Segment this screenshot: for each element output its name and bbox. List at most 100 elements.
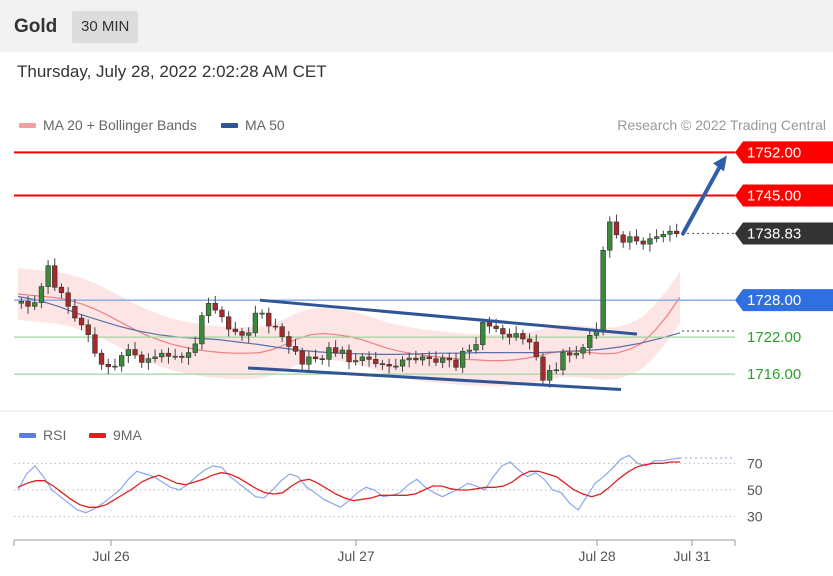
candle-body	[386, 363, 392, 367]
candle-body	[212, 302, 218, 311]
candle-body	[640, 240, 646, 245]
candle-body	[446, 357, 452, 361]
price-tag-resistance	[735, 141, 833, 164]
candle-body	[526, 338, 533, 343]
candle-body	[18, 301, 24, 304]
legend-ma50: MA 50	[221, 117, 285, 133]
candle-body	[78, 317, 85, 326]
candle-body	[426, 356, 432, 359]
rsi-9ma-line	[17, 461, 680, 508]
candle-body	[72, 305, 78, 319]
rsi-level-label: 30	[747, 509, 763, 525]
candle-body	[587, 334, 593, 348]
candle-body	[660, 234, 666, 238]
candle-body	[620, 234, 626, 243]
candle-body	[613, 221, 620, 236]
candle-body	[246, 332, 252, 336]
legend-rsi: RSI	[19, 427, 66, 443]
candle-body	[560, 352, 566, 371]
instrument-title: Gold	[14, 16, 58, 37]
candle-body	[459, 350, 466, 368]
price-tag-last-price	[735, 222, 833, 245]
rsi-level-label: 70	[747, 455, 763, 471]
candle-body	[172, 355, 178, 358]
price-tag-label: 1728.00	[747, 292, 801, 309]
candle-body	[580, 347, 586, 354]
candle-body	[486, 322, 493, 327]
price-tag-resistance	[735, 184, 833, 207]
candle-body	[352, 360, 359, 363]
candle-body	[232, 328, 238, 332]
candle-body	[179, 355, 185, 358]
timeframe-button[interactable]: 30 MIN	[72, 11, 139, 43]
candle-body	[633, 236, 640, 242]
candle-body	[573, 352, 579, 356]
candle-body	[112, 365, 118, 368]
ma20-swatch	[19, 122, 36, 128]
price-level-label: 1722.00	[747, 329, 801, 346]
candle-body	[239, 331, 245, 336]
candle-body	[339, 349, 345, 354]
candle-body	[226, 316, 232, 330]
legend-9ma: 9MA	[89, 427, 142, 443]
rsi-level-label: 50	[747, 482, 763, 498]
candle-body	[647, 238, 653, 245]
candle-body	[346, 349, 352, 363]
candle-body	[25, 301, 31, 307]
candle-body	[292, 346, 299, 352]
candle-body	[152, 356, 158, 359]
candle-body	[272, 325, 279, 328]
candle-body	[159, 352, 165, 358]
candle-body	[493, 325, 499, 329]
candle-body	[259, 312, 265, 315]
candle-body	[185, 352, 192, 358]
candle-body	[38, 286, 45, 303]
candle-body	[506, 333, 513, 338]
legend-ma20-label: MA 20 + Bollinger Bands	[43, 117, 197, 133]
candle-body	[627, 236, 633, 243]
candle-body	[413, 357, 419, 361]
price-tag-label: 1738.83	[747, 225, 801, 242]
channel-lower-line	[247, 366, 622, 392]
candle-body	[667, 230, 673, 235]
candle-body	[480, 322, 486, 345]
candle-body	[52, 265, 58, 288]
rsi-swatch	[19, 432, 36, 438]
candle-body	[419, 356, 426, 361]
candle-body	[540, 356, 546, 381]
candle-body	[192, 343, 198, 353]
candle-body	[125, 349, 131, 356]
candle-body	[45, 265, 51, 287]
x-tick-label: Jul 28	[578, 548, 616, 564]
candle-body	[373, 358, 379, 364]
x-tick-label: Jul 26	[92, 548, 130, 564]
legend-ma50-label: MA 50	[245, 117, 285, 133]
ma50-swatch	[221, 122, 238, 128]
candle-body	[32, 302, 38, 307]
candle-body	[553, 369, 559, 372]
candle-body	[266, 312, 272, 327]
candle-body	[279, 326, 285, 337]
candle-body	[393, 365, 399, 368]
candle-body	[513, 333, 519, 338]
projection-arrow-shaft	[681, 162, 723, 236]
channel-upper-line	[259, 298, 638, 336]
rsi-line	[17, 454, 681, 514]
candle-body	[165, 352, 172, 357]
candle-body	[546, 370, 553, 381]
header-bar	[0, 0, 833, 52]
x-tick-label: Jul 27	[337, 548, 375, 564]
candle-body	[453, 359, 459, 368]
candle-body	[219, 309, 225, 318]
candle-body	[319, 358, 325, 361]
ma9-swatch	[89, 432, 106, 438]
candle-body	[566, 352, 573, 356]
legend-9ma-label: 9MA	[113, 427, 142, 443]
candle-body	[326, 347, 332, 360]
candle-body	[607, 221, 613, 251]
candle-body	[379, 363, 386, 365]
research-credit: Research © 2022 Trading Central	[617, 117, 826, 133]
candle-body	[332, 347, 339, 354]
candle-body	[105, 363, 111, 368]
